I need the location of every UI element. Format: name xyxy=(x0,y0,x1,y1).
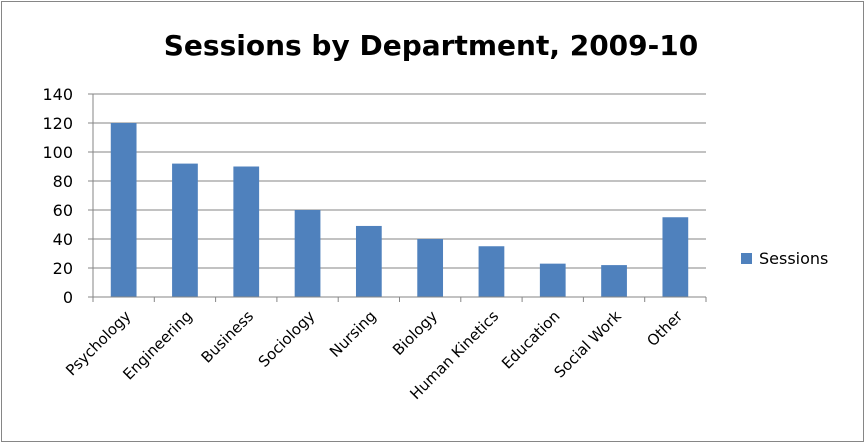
bar xyxy=(417,239,444,297)
bar xyxy=(233,166,260,297)
y-tick-label: 0 xyxy=(63,288,73,307)
chart-title: Sessions by Department, 2009-10 xyxy=(164,29,698,62)
y-tick-label: 40 xyxy=(53,230,73,249)
bars xyxy=(110,123,689,297)
x-tick-label: Business xyxy=(198,307,258,367)
bar xyxy=(294,210,321,297)
legend-label: Sessions xyxy=(759,249,828,268)
legend: Sessions xyxy=(741,249,828,268)
bar xyxy=(110,123,137,297)
bar xyxy=(662,217,689,297)
bar xyxy=(172,163,198,297)
y-tick-label: 20 xyxy=(53,259,73,278)
bar xyxy=(355,225,382,297)
bar xyxy=(539,263,566,297)
x-tick-label: Education xyxy=(498,307,564,373)
y-tick-label: 100 xyxy=(42,143,73,162)
y-tick-label: 120 xyxy=(42,114,73,133)
x-tick-label: Nursing xyxy=(326,307,380,361)
x-tick-label: Biology xyxy=(389,307,441,359)
bar xyxy=(601,265,627,297)
x-tick-label: Sociology xyxy=(255,307,319,371)
y-tick-label: 60 xyxy=(53,201,73,220)
y-axis-ticks: 0 20 40 60 80 100 120 140 xyxy=(42,85,93,307)
legend-swatch xyxy=(741,253,752,264)
bar xyxy=(478,246,505,297)
x-tick-label: Other xyxy=(643,307,686,350)
y-tick-label: 140 xyxy=(42,85,73,104)
y-tick-label: 80 xyxy=(53,172,73,191)
